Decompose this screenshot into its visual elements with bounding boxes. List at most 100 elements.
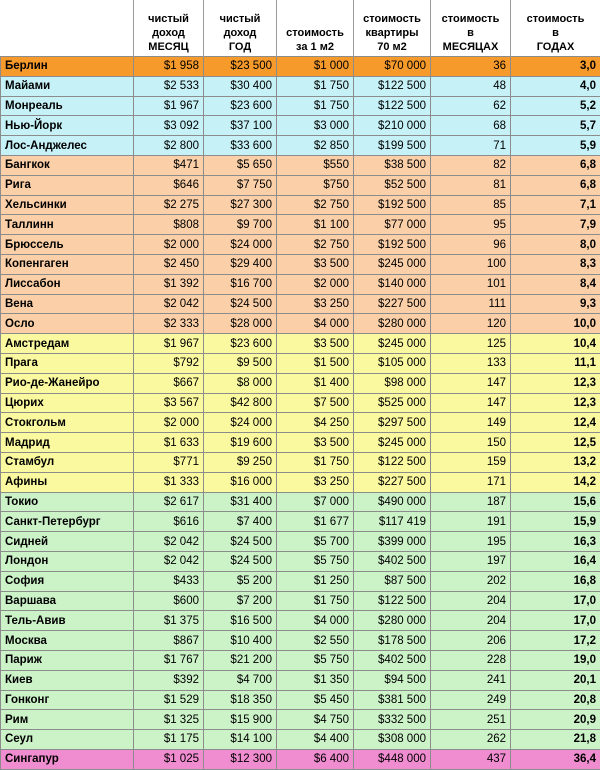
cell-net-year: $24 000: [204, 413, 277, 433]
cell-price-flat: $192 500: [354, 235, 431, 255]
cell-months: 251: [431, 710, 511, 730]
cell-city: Сидней: [1, 532, 134, 552]
cell-price-flat: $140 000: [354, 274, 431, 294]
cell-net-month: $1 333: [134, 472, 204, 492]
table-header: чистый доход МЕСЯЦ чистый доход ГОД стои…: [1, 0, 600, 57]
cell-price-m2: $1 500: [277, 353, 354, 373]
cell-net-month: $616: [134, 512, 204, 532]
cell-price-flat: $122 500: [354, 76, 431, 96]
cell-net-month: $646: [134, 175, 204, 195]
cell-price-m2: $1 000: [277, 57, 354, 77]
cell-price-m2: $1 350: [277, 670, 354, 690]
cell-net-year: $9 700: [204, 215, 277, 235]
cell-years: 19,0: [511, 650, 600, 670]
header-net-year: чистый доход ГОД: [204, 0, 277, 57]
cell-years: 20,8: [511, 690, 600, 710]
cell-price-flat: $70 000: [354, 57, 431, 77]
cell-net-month: $1 529: [134, 690, 204, 710]
cell-net-year: $24 000: [204, 235, 277, 255]
cell-price-m2: $2 000: [277, 274, 354, 294]
cell-net-month: $3 567: [134, 393, 204, 413]
cell-net-month: $3 092: [134, 116, 204, 136]
cell-net-month: $471: [134, 155, 204, 175]
cell-years: 12,5: [511, 433, 600, 453]
cell-net-year: $23 600: [204, 334, 277, 354]
cell-price-m2: $3 500: [277, 254, 354, 274]
cell-months: 187: [431, 492, 511, 512]
cell-net-month: $808: [134, 215, 204, 235]
cell-net-year: $9 250: [204, 452, 277, 472]
cell-months: 171: [431, 472, 511, 492]
cell-net-month: $2 000: [134, 235, 204, 255]
cell-net-month: $1 958: [134, 57, 204, 77]
cell-price-flat: $227 500: [354, 472, 431, 492]
header-net-month: чистый доход МЕСЯЦ: [134, 0, 204, 57]
cell-price-flat: $399 000: [354, 532, 431, 552]
cell-months: 191: [431, 512, 511, 532]
cell-price-m2: $1 750: [277, 76, 354, 96]
cell-net-year: $16 000: [204, 472, 277, 492]
cell-price-m2: $2 550: [277, 631, 354, 651]
cell-months: 120: [431, 314, 511, 334]
cell-net-month: $1 633: [134, 433, 204, 453]
cell-price-m2: $5 450: [277, 690, 354, 710]
cell-city: Стокгольм: [1, 413, 134, 433]
cell-years: 16,4: [511, 551, 600, 571]
cell-net-year: $27 300: [204, 195, 277, 215]
cell-price-flat: $280 000: [354, 314, 431, 334]
cell-price-flat: $297 500: [354, 413, 431, 433]
cell-years: 9,3: [511, 294, 600, 314]
cell-price-flat: $52 500: [354, 175, 431, 195]
cell-months: 95: [431, 215, 511, 235]
cell-months: 62: [431, 96, 511, 116]
header-months: стоимость в МЕСЯЦАХ: [431, 0, 511, 57]
cell-net-month: $1 392: [134, 274, 204, 294]
cell-net-month: $2 800: [134, 136, 204, 156]
cell-years: 10,4: [511, 334, 600, 354]
cell-years: 7,9: [511, 215, 600, 235]
cell-net-month: $867: [134, 631, 204, 651]
cell-years: 5,2: [511, 96, 600, 116]
cell-net-year: $37 100: [204, 116, 277, 136]
cell-city: Цюрих: [1, 393, 134, 413]
cell-city: Берлин: [1, 57, 134, 77]
cell-years: 12,3: [511, 373, 600, 393]
cell-years: 17,0: [511, 591, 600, 611]
cell-city: Брюссель: [1, 235, 134, 255]
cell-price-m2: $3 250: [277, 294, 354, 314]
cell-city: Копенгаген: [1, 254, 134, 274]
cell-net-month: $1 967: [134, 96, 204, 116]
cell-net-year: $16 700: [204, 274, 277, 294]
cell-years: 16,8: [511, 571, 600, 591]
cell-years: 13,2: [511, 452, 600, 472]
cell-net-month: $2 042: [134, 532, 204, 552]
cell-net-year: $29 400: [204, 254, 277, 274]
cell-city: Москва: [1, 631, 134, 651]
cell-years: 8,4: [511, 274, 600, 294]
cell-net-year: $4 700: [204, 670, 277, 690]
cell-months: 68: [431, 116, 511, 136]
cell-months: 147: [431, 393, 511, 413]
cell-city: София: [1, 571, 134, 591]
cell-city: Лос-Анджелес: [1, 136, 134, 156]
cell-net-year: $7 750: [204, 175, 277, 195]
cell-months: 197: [431, 551, 511, 571]
cell-price-m2: $7 000: [277, 492, 354, 512]
cell-price-m2: $3 500: [277, 334, 354, 354]
cell-net-month: $600: [134, 591, 204, 611]
cell-price-m2: $3 500: [277, 433, 354, 453]
cell-net-year: $7 200: [204, 591, 277, 611]
